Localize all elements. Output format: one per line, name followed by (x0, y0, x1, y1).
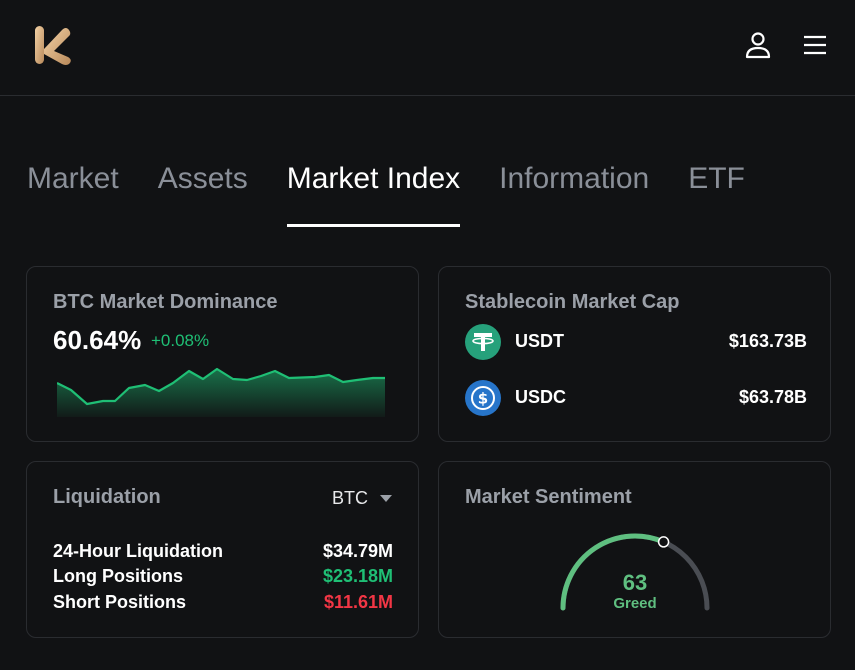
coin-market-cap: $63.78B (738, 387, 807, 407)
row-value: $34.79M (322, 541, 393, 561)
card-title: BTC Market Dominance (53, 291, 278, 313)
tab-market-index[interactable]: Market Index (286, 158, 461, 228)
sentiment-gauge (560, 533, 710, 611)
card-title: Market Sentiment (465, 486, 632, 508)
coin-name: USDC (515, 387, 567, 407)
row-label: Long Positions (53, 566, 183, 586)
tab-market[interactable]: Market (27, 162, 119, 195)
card-title: Stablecoin Market Cap (465, 291, 680, 313)
gauge-indicator (657, 536, 670, 548)
card-title: Liquidation (53, 486, 161, 508)
chevron-down-icon (380, 494, 392, 502)
market-sentiment-card[interactable]: Market Sentiment 63 Greed (438, 461, 831, 638)
row-value: $23.18M (322, 566, 393, 586)
liquidation-total-row: 24-Hour Liquidation $34.79M (53, 541, 393, 562)
coin-market-cap: $163.73B (728, 331, 807, 351)
coin-select-dropdown[interactable]: BTC (332, 488, 392, 509)
row-label: Short Positions (53, 592, 187, 612)
svg-text:$: $ (478, 390, 488, 408)
top-bar (0, 0, 855, 96)
sentiment-label: Greed (613, 595, 657, 612)
usdc-icon: $ (465, 380, 501, 416)
list-item[interactable]: $ USDC $63.78B (465, 380, 807, 418)
list-item[interactable]: USDT $163.73B (465, 324, 807, 362)
tab-assets[interactable]: Assets (157, 162, 248, 195)
hamburger-menu-icon[interactable] (802, 33, 828, 57)
row-label: 24-Hour Liquidation (53, 541, 223, 561)
liquidation-card: Liquidation BTC 24-Hour Liquidation $34.… (26, 461, 419, 638)
stablecoin-card[interactable]: Stablecoin Market Cap USDT $163.73B $ US… (438, 266, 831, 442)
user-icon[interactable] (744, 31, 772, 59)
sentiment-value: 63 (622, 570, 648, 595)
gauge-fill (560, 533, 667, 611)
coin-select-value: BTC (332, 488, 368, 508)
tether-icon (465, 324, 501, 360)
dominance-value: 60.64% (53, 325, 142, 355)
btc-dominance-card[interactable]: BTC Market Dominance 60.64% +0.08% (26, 266, 419, 442)
coin-name: USDT (515, 331, 564, 351)
row-value: $11.61M (323, 592, 393, 612)
dominance-change: +0.08% (151, 331, 210, 350)
kucoin-logo-icon[interactable] (32, 24, 74, 66)
dominance-sparkline (57, 367, 385, 417)
short-positions-row: Short Positions $11.61M (53, 592, 393, 613)
tab-bar: Market Assets Market Index Information E… (27, 158, 784, 230)
tab-etf[interactable]: ETF (688, 162, 745, 195)
tab-information[interactable]: Information (499, 162, 650, 195)
long-positions-row: Long Positions $23.18M (53, 566, 393, 587)
